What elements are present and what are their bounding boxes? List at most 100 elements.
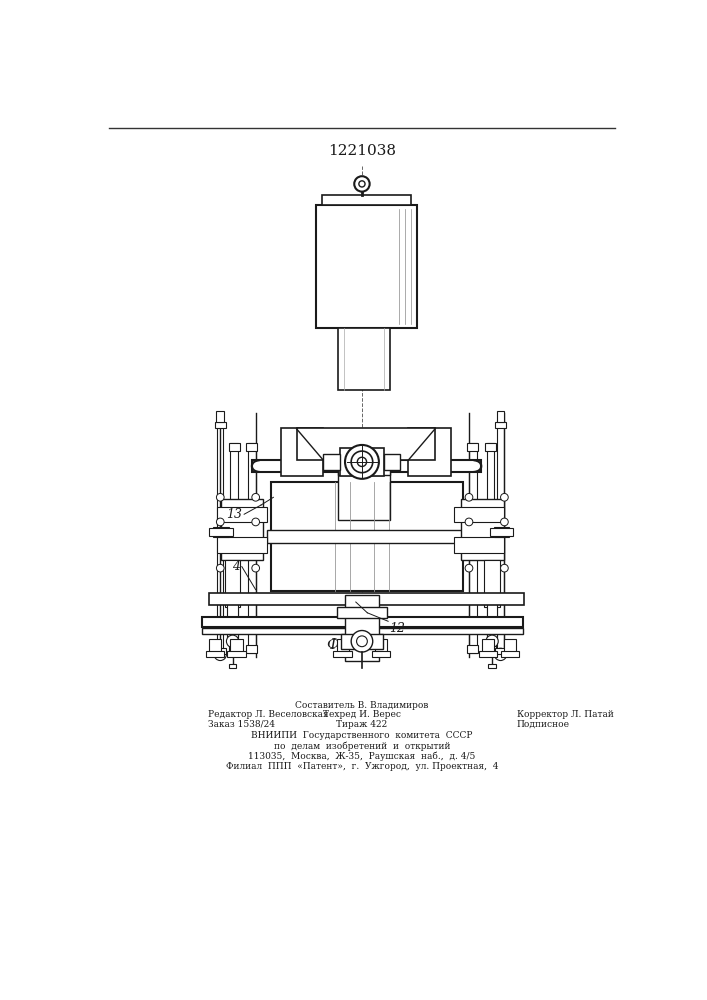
Text: 12: 12 <box>389 622 405 635</box>
Circle shape <box>226 635 239 647</box>
Circle shape <box>494 648 507 661</box>
Bar <box>248 443 256 653</box>
Bar <box>383 454 400 470</box>
Bar <box>372 651 390 657</box>
Bar <box>209 528 233 536</box>
Bar <box>225 560 240 607</box>
Bar <box>495 648 506 654</box>
Bar <box>337 639 349 653</box>
Bar <box>482 639 494 653</box>
Circle shape <box>465 564 473 572</box>
Bar <box>503 639 516 653</box>
Bar <box>230 639 243 653</box>
Text: Корректор Л. Патай: Корректор Л. Патай <box>517 710 614 719</box>
Bar <box>495 422 506 428</box>
Bar <box>486 603 498 637</box>
Bar <box>201 628 523 634</box>
Circle shape <box>354 176 370 192</box>
Bar <box>498 420 503 653</box>
Bar <box>217 420 223 653</box>
Text: по  делам  изобретений  и  открытий: по делам изобретений и открытий <box>274 741 450 751</box>
Text: Тираж 422: Тираж 422 <box>337 720 387 729</box>
Bar <box>340 448 383 476</box>
Text: Заказ 1538/24: Заказ 1538/24 <box>208 720 275 729</box>
Circle shape <box>501 518 508 526</box>
Bar <box>209 639 221 653</box>
Circle shape <box>252 493 259 501</box>
Bar <box>227 651 246 657</box>
Circle shape <box>252 518 259 526</box>
Bar <box>497 411 504 422</box>
Bar <box>485 645 496 653</box>
Circle shape <box>214 648 226 661</box>
Circle shape <box>465 493 473 501</box>
Bar <box>324 454 340 470</box>
Bar <box>267 530 467 543</box>
Bar <box>490 528 513 536</box>
Bar <box>501 651 519 657</box>
Bar <box>334 651 352 657</box>
Circle shape <box>351 631 373 652</box>
Circle shape <box>216 518 224 526</box>
Bar <box>214 527 229 537</box>
Bar <box>316 205 417 328</box>
Bar <box>281 428 324 476</box>
Bar <box>408 428 450 476</box>
Bar <box>216 411 224 422</box>
Bar <box>467 443 478 451</box>
Bar <box>486 443 494 653</box>
Bar <box>247 443 257 451</box>
Bar <box>454 507 503 522</box>
Text: Редактор Л. Веселовская: Редактор Л. Веселовская <box>208 710 329 719</box>
Bar <box>229 664 236 668</box>
Bar <box>201 617 523 627</box>
Text: 1221038: 1221038 <box>328 144 396 158</box>
Bar <box>221 499 264 560</box>
Bar <box>375 639 387 653</box>
Bar <box>345 595 379 661</box>
Bar <box>271 482 463 591</box>
Circle shape <box>252 564 259 572</box>
Text: Техред И. Верес: Техред И. Верес <box>323 710 401 719</box>
Bar <box>215 422 226 428</box>
Bar <box>229 443 240 451</box>
Text: Фиг. 2: Фиг. 2 <box>327 638 377 652</box>
Text: 13: 13 <box>227 508 243 521</box>
Bar <box>229 645 240 653</box>
Circle shape <box>359 181 365 187</box>
Bar <box>484 560 500 607</box>
Bar <box>337 607 387 618</box>
Text: 113035,  Москва,  Ж-35,  Раушская  наб.,  д. 4/5: 113035, Москва, Ж-35, Раушская наб., д. … <box>248 751 476 761</box>
Bar <box>230 443 238 653</box>
Bar <box>469 443 477 653</box>
Bar <box>454 537 503 553</box>
Circle shape <box>351 451 373 473</box>
Bar <box>338 328 390 389</box>
Bar <box>296 428 435 460</box>
Bar <box>479 651 498 657</box>
Text: ВНИИПИ  Государственного  комитета  СССР: ВНИИПИ Государственного комитета СССР <box>251 732 473 740</box>
Bar <box>489 664 496 668</box>
Circle shape <box>486 635 498 647</box>
Circle shape <box>356 636 368 647</box>
Circle shape <box>345 445 379 479</box>
Bar <box>461 499 503 560</box>
Circle shape <box>357 457 366 466</box>
Circle shape <box>465 518 473 526</box>
Text: Составитель В. Владимиров: Составитель В. Владимиров <box>296 701 428 710</box>
Bar <box>209 593 525 605</box>
Bar <box>338 457 390 475</box>
Bar <box>338 466 390 520</box>
Text: 4: 4 <box>233 560 240 573</box>
Bar <box>493 527 509 537</box>
Bar <box>247 645 257 653</box>
Bar <box>485 443 496 451</box>
Bar <box>206 651 224 657</box>
Bar <box>322 195 411 205</box>
Bar <box>217 507 267 522</box>
Bar <box>341 634 382 649</box>
Text: Филиал  ППП  «Патент»,  г.  Ужгород,  ул. Проектная,  4: Филиал ППП «Патент», г. Ужгород, ул. Про… <box>226 762 498 771</box>
Bar <box>252 460 481 472</box>
Bar <box>467 645 478 653</box>
Bar <box>215 648 226 654</box>
